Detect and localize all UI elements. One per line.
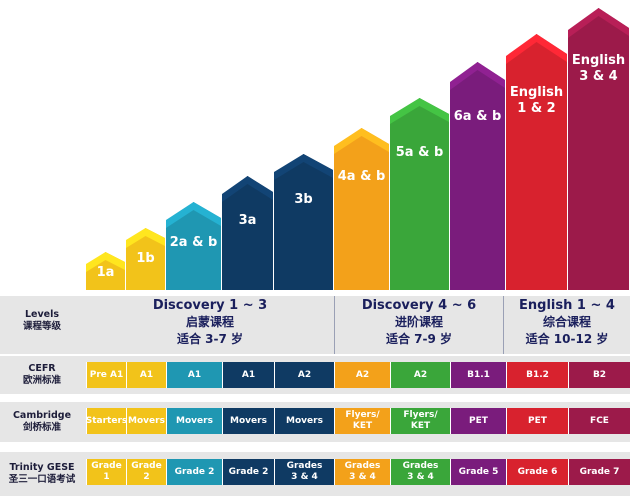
trinity-row-label-en: Trinity GESE [9,462,75,473]
level-bar-roof [450,62,505,90]
level-bar-body [334,128,389,290]
group-course-name: 进阶课程 [394,315,443,329]
group-age-range: 适合 7-9 岁 [385,332,453,346]
group-title: English 1 ~ 4 [519,298,615,313]
cambridge-cell: Movers [222,408,274,434]
trinity-row-label: Trinity GESE 圣三一口语考试 [0,462,84,486]
trinity-row-label-zh: 圣三一口语考试 [8,474,76,485]
cefr-cell: A2 [390,362,450,388]
level-bar-label: 1b [136,251,154,266]
level-bar-4: 3b [274,154,333,290]
cambridge-cell: Movers [166,408,222,434]
level-bar-1: 1b [126,228,165,290]
level-bar-roof [86,252,125,272]
level-bar-9: English 3 & 4 [568,8,629,290]
cambridge-cell: Starters [86,408,127,434]
level-bar-roof [568,8,629,38]
cefr-row-label-en: CEFR [28,363,56,374]
level-bar-body [390,98,449,290]
level-bar-body [568,8,629,290]
group-age-range: 适合 3-7 岁 [176,332,244,346]
cefr-row-label-zh: 欧洲标准 [22,375,61,386]
trinity-cell: Grade 5 [450,459,506,485]
trinity-cell: Grade 7 [568,459,630,485]
trinity-cell: Grades 3 & 4 [274,459,334,485]
cefr-cell: Pre A1 [86,362,126,388]
level-bar-body [274,154,333,290]
group-discovery-4-6: Discovery 4 ~ 6 进阶课程 适合 7-9 岁 [335,296,503,354]
cefr-row-label: CEFR 欧洲标准 [0,363,84,387]
level-bar-body [222,176,273,290]
level-bar-label: English 1 & 2 [510,85,563,116]
group-course-name: 启蒙课程 [185,315,234,329]
level-bar-roof [222,176,273,202]
levels-row-label-zh: 课程等级 [22,321,61,332]
cambridge-cell: FCE [568,408,630,434]
group-discovery-1-3: Discovery 1 ~ 3 启蒙课程 适合 3-7 岁 [86,296,334,354]
cambridge-cell: PET [506,408,568,434]
cambridge-cell: Movers [126,408,166,434]
cambridge-row-label: Cambridge 剑桥标准 [0,410,84,434]
level-bar-label: 3b [294,192,312,207]
level-bar-body [126,228,165,290]
level-bar-roof [334,128,389,154]
trinity-cell: Grades 3 & 4 [390,459,450,485]
cefr-cell: A1 [166,362,222,388]
cambridge-row-label-en: Cambridge [12,410,72,421]
group-divider [503,296,504,354]
cefr-cell: A2 [334,362,390,388]
group-divider [334,296,335,354]
group-title: Discovery 4 ~ 6 [361,298,477,313]
level-bar-label: English 3 & 4 [572,53,625,84]
cefr-cell: B1.1 [450,362,506,388]
level-bar-roof [126,228,165,248]
level-bar-body [506,34,567,290]
level-bar-label: 6a & b [454,109,502,124]
cambridge-cell: PET [450,408,506,434]
levels-row-label: Levels 课程等级 [0,309,84,333]
level-bar-2: 2a & b [166,202,221,290]
trinity-cell: Grade 2 [222,459,274,485]
level-bar-8: English 1 & 2 [506,34,567,290]
cambridge-cell: Movers [274,408,334,434]
level-bar-body [450,62,505,290]
level-bar-roof [390,98,449,124]
cefr-cell: B2 [568,362,630,388]
level-bar-body [166,202,221,290]
trinity-cell: Grade 2 [126,459,166,485]
trinity-cell: Grades 3 & 4 [334,459,390,485]
cambridge-row-label-zh: 剑桥标准 [22,422,61,433]
cambridge-cell: Flyers/ KET [390,408,450,434]
cefr-cell: A2 [274,362,334,388]
group-age-range: 适合 10-12 岁 [525,332,609,346]
level-bar-roof [274,154,333,180]
level-staircase-chart: 1a 1b 2a & b 3a 3b 4a & b 5a & b 6a & b English 1… [86,8,629,290]
level-bar-label: 3a [239,213,257,228]
level-bar-7: 6a & b [450,62,505,290]
group-title: Discovery 1 ~ 3 [152,298,268,313]
level-bar-5: 4a & b [334,128,389,290]
trinity-cell: Grade 1 [86,459,126,485]
cefr-cell: A1 [126,362,166,388]
group-course-name: 综合课程 [542,315,591,329]
cefr-cell: A1 [222,362,274,388]
level-bar-6: 5a & b [390,98,449,290]
level-bar-label: 1a [97,265,115,280]
levels-row-label-en: Levels [24,309,60,320]
level-bar-roof [166,202,221,228]
level-bar-3: 3a [222,176,273,290]
level-bar-label: 5a & b [396,145,444,160]
level-bar-roof [506,34,567,64]
level-bar-0: 1a [86,252,125,290]
trinity-cell: Grade 2 [166,459,222,485]
group-english-1-4: English 1 ~ 4 综合课程 适合 10-12 岁 [504,296,630,354]
level-bar-label: 4a & b [338,169,386,184]
trinity-cell: Grade 6 [506,459,568,485]
levels-band [0,296,630,354]
cambridge-cell: Flyers/ KET [334,408,390,434]
cefr-cell: B1.2 [506,362,568,388]
level-bar-label: 2a & b [170,235,218,250]
